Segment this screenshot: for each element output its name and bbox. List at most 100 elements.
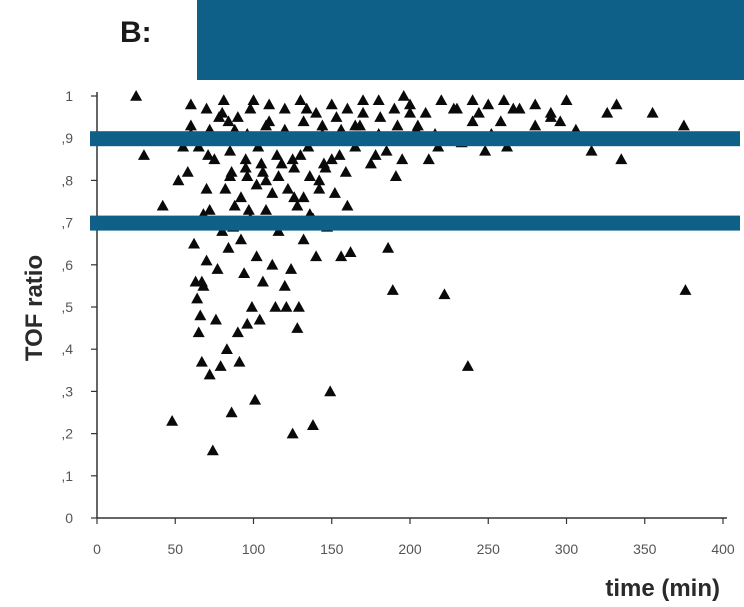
data-point bbox=[466, 115, 479, 127]
data-point bbox=[554, 115, 567, 127]
data-point bbox=[341, 199, 354, 211]
data-point bbox=[472, 106, 485, 118]
y-tick-label: ,1 bbox=[61, 468, 73, 484]
data-point bbox=[184, 98, 197, 110]
data-point bbox=[325, 153, 338, 165]
data-point bbox=[382, 241, 395, 253]
data-point bbox=[266, 187, 279, 198]
data-point bbox=[272, 170, 285, 181]
data-point bbox=[319, 161, 332, 173]
y-tick-label: ,8 bbox=[61, 172, 73, 188]
data-point bbox=[275, 157, 288, 169]
data-point bbox=[324, 385, 337, 397]
data-point bbox=[234, 191, 247, 203]
data-point bbox=[172, 174, 185, 186]
x-tick-label: 200 bbox=[398, 541, 422, 557]
data-point bbox=[306, 419, 319, 430]
data-point bbox=[250, 178, 263, 190]
data-point bbox=[225, 165, 238, 177]
data-point bbox=[286, 153, 299, 165]
data-point bbox=[269, 301, 282, 312]
data-point bbox=[211, 263, 224, 274]
data-point bbox=[341, 102, 354, 114]
data-point bbox=[281, 182, 294, 194]
data-point bbox=[328, 187, 341, 198]
data-point bbox=[291, 322, 304, 333]
y-tick-label: ,4 bbox=[61, 341, 73, 357]
data-point bbox=[615, 153, 628, 165]
data-point bbox=[224, 144, 237, 156]
data-point bbox=[294, 94, 307, 106]
data-point bbox=[461, 360, 474, 371]
data-point bbox=[466, 94, 479, 106]
data-point bbox=[238, 267, 251, 279]
data-point bbox=[288, 161, 301, 173]
data-point bbox=[285, 263, 298, 274]
data-point bbox=[529, 119, 542, 131]
y-tick-label: ,2 bbox=[61, 426, 73, 442]
data-point bbox=[286, 427, 299, 439]
data-point bbox=[422, 153, 435, 165]
data-point bbox=[513, 102, 526, 114]
data-point bbox=[497, 94, 510, 106]
data-point bbox=[156, 199, 169, 211]
data-point bbox=[222, 241, 235, 253]
data-point bbox=[195, 355, 208, 367]
reference-band bbox=[90, 215, 740, 231]
y-tick-label: 1 bbox=[65, 88, 73, 104]
data-point bbox=[482, 98, 495, 110]
data-point bbox=[263, 98, 276, 110]
data-point bbox=[260, 174, 273, 186]
data-point bbox=[266, 258, 279, 270]
data-point bbox=[191, 292, 204, 304]
data-point bbox=[220, 343, 233, 354]
data-point bbox=[372, 94, 385, 106]
data-point bbox=[270, 149, 283, 160]
data-point bbox=[310, 250, 323, 262]
data-point bbox=[380, 144, 393, 156]
x-tick-label: 400 bbox=[711, 541, 735, 557]
data-point bbox=[253, 313, 266, 325]
data-point bbox=[245, 301, 258, 312]
data-point bbox=[233, 355, 246, 367]
reference-bands bbox=[90, 131, 740, 231]
data-point bbox=[242, 203, 255, 215]
data-point bbox=[316, 119, 329, 131]
data-point bbox=[192, 326, 205, 338]
data-point bbox=[250, 250, 263, 262]
data-point bbox=[544, 106, 557, 118]
data-point bbox=[494, 115, 507, 127]
data-point bbox=[369, 149, 382, 160]
data-point bbox=[294, 149, 307, 160]
data-point bbox=[197, 279, 210, 291]
data-point bbox=[388, 102, 401, 114]
data-point bbox=[300, 102, 313, 114]
data-point bbox=[217, 94, 230, 106]
data-point bbox=[241, 317, 254, 329]
data-point bbox=[585, 144, 598, 156]
x-tick-label: 350 bbox=[633, 541, 657, 557]
data-point bbox=[357, 94, 370, 106]
data-point bbox=[353, 119, 366, 131]
data-point bbox=[260, 119, 273, 131]
data-point bbox=[130, 90, 143, 101]
data-point bbox=[404, 98, 416, 110]
data-point bbox=[241, 170, 254, 181]
x-tick-label: 250 bbox=[477, 541, 501, 557]
data-point bbox=[166, 414, 179, 426]
data-point bbox=[339, 165, 352, 177]
data-point bbox=[200, 182, 213, 194]
data-point bbox=[255, 157, 268, 169]
reference-band bbox=[90, 131, 740, 147]
y-tick-label: ,5 bbox=[61, 299, 73, 315]
data-point bbox=[225, 406, 238, 418]
data-point bbox=[303, 170, 316, 181]
data-point bbox=[313, 174, 326, 186]
data-point bbox=[438, 288, 451, 300]
data-point bbox=[450, 102, 463, 114]
x-tick-label: 150 bbox=[320, 541, 344, 557]
data-point bbox=[610, 98, 623, 110]
data-point bbox=[313, 182, 326, 194]
data-point bbox=[200, 254, 213, 266]
data-point bbox=[386, 284, 399, 295]
